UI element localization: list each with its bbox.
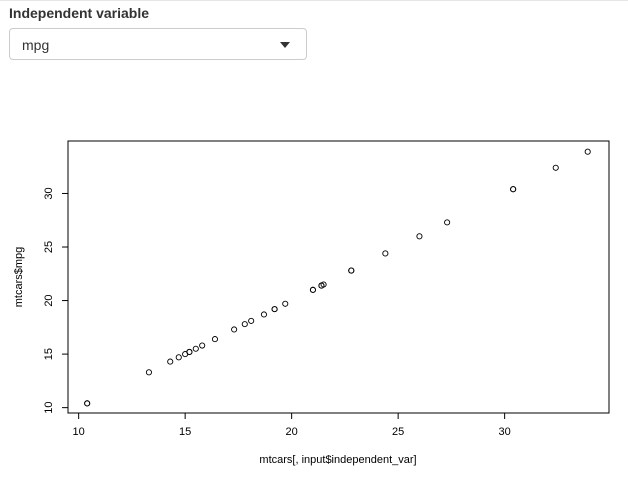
y-tick-label: 30 [43,187,55,199]
data-point [282,300,289,307]
data-point [145,369,152,376]
data-point [510,186,517,193]
x-tick-label: 30 [499,426,511,438]
y-tick-label: 15 [43,348,55,360]
chevron-down-icon[interactable] [280,42,290,48]
data-point [416,233,423,240]
independent-variable-select[interactable]: mpg [9,28,307,60]
y-tick-label: 20 [43,294,55,306]
data-point [248,317,255,324]
data-point [584,148,591,155]
data-point [84,400,91,407]
y-axis: 10 15 20 25 30 [43,187,69,414]
x-axis: 10 15 20 25 30 [73,412,511,438]
data-point [271,306,278,313]
independent-variable-label: Independent variable [9,5,150,21]
data-point [211,336,219,343]
x-tick-label: 25 [392,426,404,438]
data-point [309,286,316,293]
data-point [167,358,174,365]
x-tick-label: 20 [286,426,298,438]
plot-frame [67,140,610,414]
data-point [348,267,355,274]
x-axis-label: mtcars[, input$independent_var] [259,454,416,466]
y-tick-label: 25 [43,241,55,253]
y-axis-label: mtcars$mpg [13,247,25,308]
data-point [241,321,248,328]
x-tick-label: 15 [179,426,191,438]
data-point [260,311,268,318]
data-point [382,250,389,257]
data-point [175,354,182,361]
data-point [192,345,199,352]
data-point [182,351,189,358]
select-value: mpg [22,37,50,53]
data-point [199,342,206,349]
data-point [318,282,325,289]
top-divider [0,0,628,1]
data-point [231,326,238,333]
y-tick-label: 10 [43,402,55,414]
data-point [552,164,559,171]
data-points [84,148,591,407]
data-point [444,219,451,226]
x-tick-label: 10 [73,426,85,438]
